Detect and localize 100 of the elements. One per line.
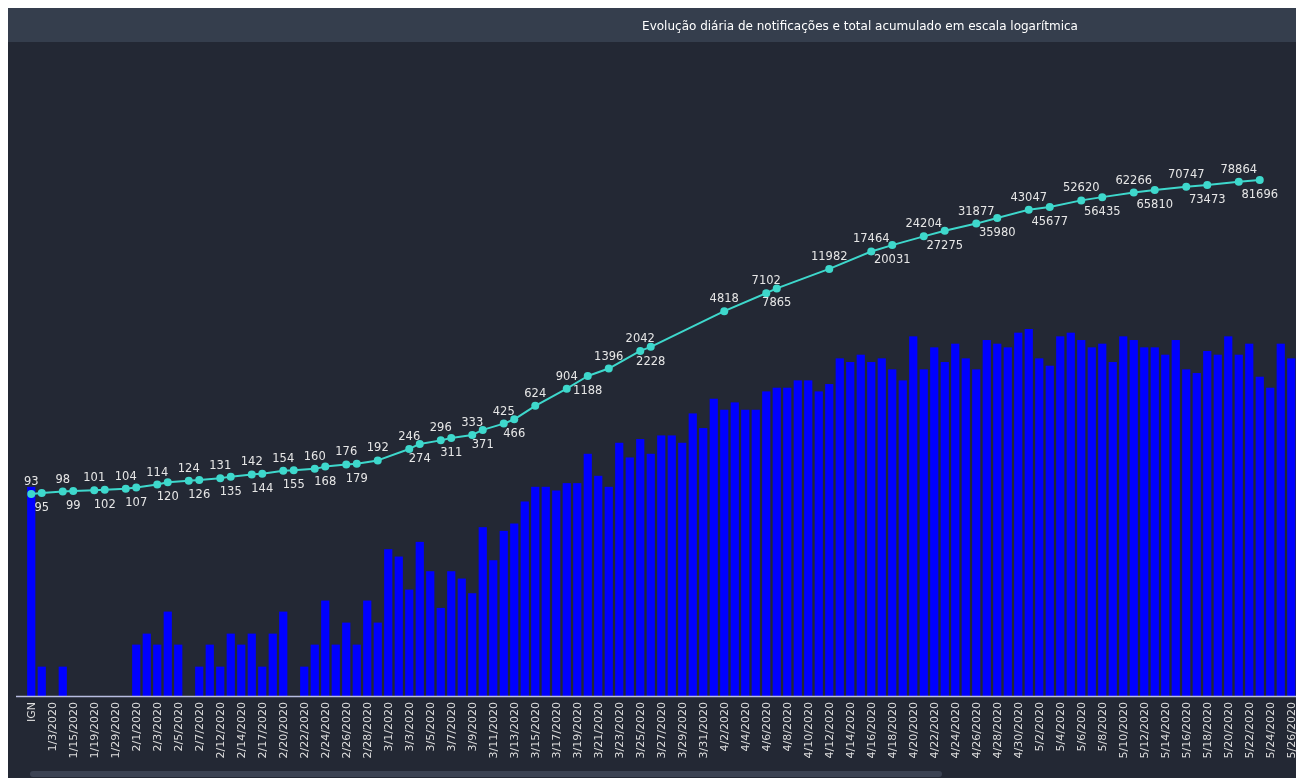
bar bbox=[1266, 387, 1275, 696]
data-label: 27275 bbox=[926, 237, 964, 252]
x-tick-label: 3/7/2020 bbox=[445, 702, 459, 752]
point bbox=[321, 462, 330, 471]
bar bbox=[940, 362, 949, 696]
bar bbox=[258, 666, 267, 696]
x-tick-label: 3/19/2020 bbox=[571, 702, 585, 759]
bar bbox=[1056, 336, 1065, 696]
bar bbox=[709, 398, 718, 696]
point bbox=[1203, 180, 1212, 189]
point bbox=[279, 466, 288, 475]
x-tick-label: 4/6/2020 bbox=[760, 702, 774, 752]
bar bbox=[888, 369, 897, 696]
bar bbox=[615, 442, 624, 696]
bar bbox=[1003, 347, 1012, 696]
data-label: 35980 bbox=[978, 224, 1016, 239]
x-tick-label: 3/21/2020 bbox=[592, 702, 606, 759]
x-tick-label: 3/1/2020 bbox=[382, 702, 396, 752]
x-tick-label: 4/10/2020 bbox=[802, 702, 816, 759]
data-label: 73473 bbox=[1188, 191, 1226, 206]
x-tick-label: 5/4/2020 bbox=[1054, 702, 1068, 752]
bar bbox=[688, 413, 697, 696]
point bbox=[888, 241, 897, 250]
bar bbox=[919, 369, 928, 696]
bar bbox=[489, 560, 498, 696]
data-label: 70747 bbox=[1167, 166, 1205, 181]
point bbox=[258, 469, 267, 478]
point bbox=[310, 464, 319, 473]
x-tick-label: 1/19/2020 bbox=[88, 702, 102, 759]
bar bbox=[163, 611, 172, 696]
bar bbox=[604, 486, 613, 696]
point bbox=[940, 226, 949, 235]
x-tick-label: 5/2/2020 bbox=[1033, 702, 1047, 752]
bar bbox=[331, 644, 340, 696]
x-tick-label: IGN bbox=[25, 702, 39, 722]
bar bbox=[573, 483, 582, 696]
bar bbox=[772, 387, 781, 696]
point bbox=[562, 384, 571, 393]
bar bbox=[972, 369, 981, 696]
x-tick-label: 2/24/2020 bbox=[319, 702, 333, 759]
x-tick-label: 2/28/2020 bbox=[361, 702, 375, 759]
point bbox=[478, 425, 487, 434]
x-tick-label: 4/8/2020 bbox=[781, 702, 795, 752]
data-label: 114 bbox=[146, 464, 169, 479]
data-label: 20031 bbox=[873, 252, 911, 267]
bar bbox=[279, 611, 288, 696]
point bbox=[90, 486, 99, 495]
data-label: 124 bbox=[177, 460, 200, 475]
bar bbox=[58, 666, 67, 696]
bar bbox=[846, 362, 855, 696]
point bbox=[153, 480, 162, 489]
x-tick-label: 5/16/2020 bbox=[1180, 702, 1194, 759]
bar bbox=[699, 428, 708, 696]
point bbox=[352, 459, 361, 468]
data-label: 1396 bbox=[594, 348, 624, 363]
x-tick-label: 3/27/2020 bbox=[655, 702, 669, 759]
data-label: 2228 bbox=[636, 353, 666, 368]
point bbox=[247, 470, 256, 479]
bar bbox=[1276, 343, 1285, 696]
bar bbox=[961, 358, 970, 696]
point bbox=[825, 264, 834, 273]
data-label: 4818 bbox=[709, 291, 739, 306]
point bbox=[58, 487, 67, 496]
x-tick-label: 3/9/2020 bbox=[466, 702, 480, 752]
bar bbox=[195, 666, 204, 696]
bar bbox=[499, 530, 508, 696]
bar bbox=[993, 343, 1002, 696]
bar bbox=[447, 571, 456, 696]
data-label: 904 bbox=[555, 368, 578, 383]
x-tick-label: 2/5/2020 bbox=[172, 702, 186, 752]
point bbox=[436, 436, 445, 445]
point bbox=[1234, 177, 1243, 186]
bar bbox=[541, 486, 550, 696]
point bbox=[69, 487, 78, 496]
data-label: 135 bbox=[219, 483, 242, 498]
bar bbox=[1255, 376, 1264, 696]
x-tick-label: 4/14/2020 bbox=[844, 702, 858, 759]
bar bbox=[751, 409, 760, 696]
x-tick-label: 4/30/2020 bbox=[1012, 702, 1026, 759]
bar bbox=[510, 523, 519, 696]
data-label: 371 bbox=[471, 436, 494, 451]
x-tick-label: 1/15/2020 bbox=[67, 702, 81, 759]
bar bbox=[1150, 347, 1159, 696]
data-label: 154 bbox=[272, 450, 295, 465]
bar bbox=[867, 362, 876, 696]
x-tick-label: 2/17/2020 bbox=[256, 702, 270, 759]
bar bbox=[132, 644, 141, 696]
bar bbox=[804, 380, 813, 696]
x-tick-label: 4/16/2020 bbox=[865, 702, 879, 759]
point bbox=[132, 483, 141, 492]
x-tick-label: 1/29/2020 bbox=[109, 702, 123, 759]
bar bbox=[1129, 340, 1138, 696]
data-label: 99 bbox=[65, 498, 81, 513]
x-tick-label: 5/6/2020 bbox=[1075, 702, 1089, 752]
point bbox=[415, 439, 424, 448]
bar bbox=[300, 666, 309, 696]
bar bbox=[1182, 369, 1191, 696]
data-label: 466 bbox=[503, 426, 526, 441]
bar bbox=[436, 607, 445, 696]
bar bbox=[762, 391, 771, 696]
